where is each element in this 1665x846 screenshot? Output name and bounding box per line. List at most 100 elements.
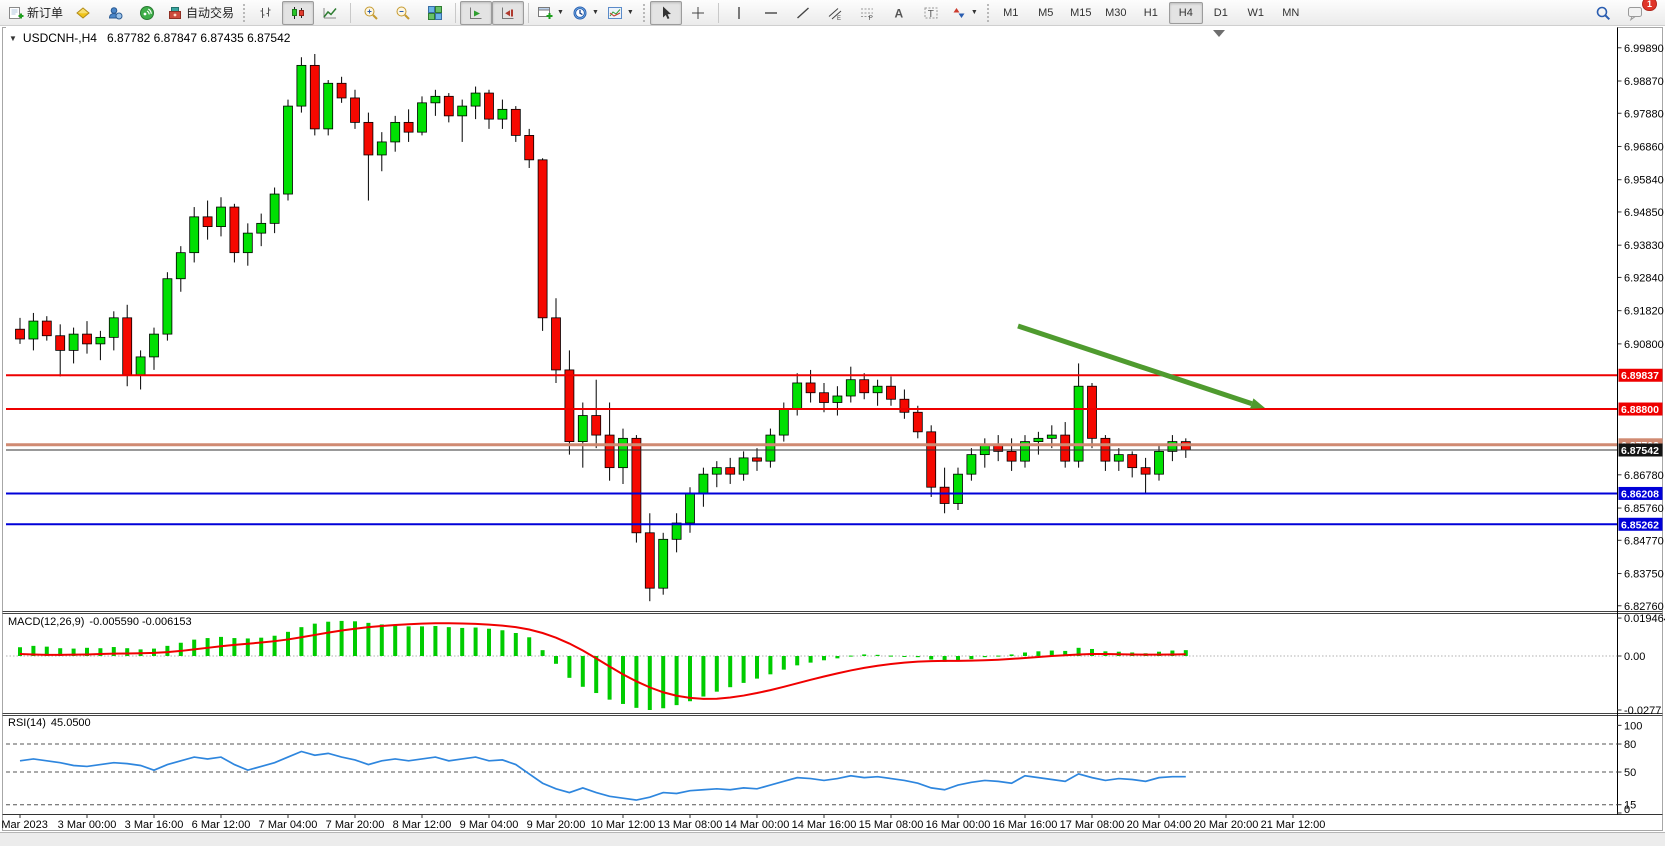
equidistant-channel-tool-button[interactable]: E <box>819 1 851 25</box>
bar-chart-button[interactable] <box>250 1 282 25</box>
candle-body <box>95 336 106 345</box>
chart-plot-area[interactable] <box>6 27 1617 611</box>
trendline-icon <box>796 6 809 19</box>
timeframe-H4[interactable]: H4 <box>1168 1 1203 24</box>
cursor-tool-button[interactable] <box>649 0 682 25</box>
arrows-tool-button[interactable]: ▼ <box>947 1 982 25</box>
timeframe-M1[interactable]: M1 <box>1003 6 1019 19</box>
candle-body <box>926 431 937 488</box>
candle-body <box>510 108 521 136</box>
new-order-button[interactable]: 新订单 <box>4 1 67 25</box>
status-bar <box>0 832 1665 846</box>
macd-bar <box>996 655 1001 657</box>
fibonacci-tool-button[interactable]: F <box>851 1 883 25</box>
candle-body <box>912 411 923 433</box>
timeframe-D1[interactable]: D1 <box>1213 6 1228 19</box>
candle-body <box>336 82 347 99</box>
line-chart-button[interactable] <box>314 1 346 25</box>
autotrading-button[interactable]: 自动交易 <box>163 1 238 25</box>
community-button[interactable] <box>99 1 131 25</box>
macd-bar <box>1023 652 1027 656</box>
candle-body <box>15 328 25 340</box>
toolbar-separator <box>528 2 530 23</box>
horizontal-line-tool-button[interactable] <box>755 1 787 25</box>
price-badge-6.88800: 6.88800 <box>1618 402 1663 416</box>
text-label-tool-button[interactable]: T <box>915 1 947 25</box>
candle-body <box>309 64 320 130</box>
time-tick-label: 16 Mar 00:00 <box>926 819 991 831</box>
price-tick-label: 6.83750 <box>1624 569 1664 581</box>
zoom-out-button[interactable] <box>387 1 419 25</box>
zoom-in-button[interactable] <box>355 1 387 25</box>
price-tick-label: 6.96860 <box>1624 141 1664 153</box>
macd-axis[interactable]: 0.019464 0.00 -0.0277 <box>1617 613 1665 717</box>
broadcast-button[interactable] <box>131 1 163 25</box>
market-button[interactable] <box>67 1 99 25</box>
macd-bar <box>902 656 907 657</box>
macd-bar <box>272 635 277 656</box>
text-tool-button[interactable]: A <box>883 1 915 25</box>
timeframe-H1[interactable]: H1 <box>1143 6 1158 19</box>
candle-body <box>470 92 481 107</box>
candle-body <box>1167 441 1178 452</box>
rsi-tick-label: 80 <box>1624 739 1636 751</box>
svg-text:E: E <box>837 16 841 21</box>
crosshair-tool-button[interactable] <box>682 1 714 25</box>
candlestick-chart-button[interactable] <box>282 0 315 25</box>
candle-body <box>28 320 39 340</box>
timeframe-M30[interactable]: M30 <box>1105 6 1127 19</box>
macd-bar <box>245 638 250 656</box>
candle-body <box>832 395 843 403</box>
timeframe-M15[interactable]: M15 <box>1070 6 1092 19</box>
chat-button[interactable]: 1 <box>1619 0 1657 25</box>
macd-bar <box>567 656 572 678</box>
candle-body <box>752 457 762 462</box>
new-chart-button[interactable]: ▼ <box>533 1 568 25</box>
autotrading-label: 自动交易 <box>186 6 235 20</box>
macd-bar <box>540 650 545 656</box>
candle-body <box>685 493 695 524</box>
chart-menu-icon[interactable]: ▼ <box>9 34 17 43</box>
toolbar-grip[interactable] <box>985 2 990 23</box>
chart-shift-button[interactable] <box>492 0 525 25</box>
price-axis[interactable]: 6.99890 6.98870 6.97880 6.96860 6.95840 6.948… <box>1617 43 1664 613</box>
macd-bar <box>915 656 920 658</box>
notification-badge: 1 <box>1641 0 1657 11</box>
clock-periods-icon <box>573 6 587 19</box>
candle-body <box>1033 437 1044 442</box>
macd-bar <box>165 645 170 656</box>
toolbar-grip[interactable] <box>242 2 247 23</box>
chart-shift-marker[interactable] <box>1213 30 1225 37</box>
macd-bar <box>393 625 398 656</box>
timeframe-M5[interactable]: M5 <box>1038 6 1054 19</box>
periods-button[interactable]: ▼ <box>568 1 603 25</box>
search-button[interactable] <box>1587 1 1619 25</box>
macd-bar <box>98 648 103 656</box>
candle-body <box>551 317 561 371</box>
vertical-line-tool-button[interactable] <box>723 1 755 25</box>
macd-bar <box>795 656 800 666</box>
time-tick-label: 14 Mar 00:00 <box>725 819 790 831</box>
macd-tick-label: -0.0277 <box>1624 705 1661 717</box>
trend-arrow-annotation[interactable] <box>1017 323 1265 409</box>
rsi-axis[interactable]: 100 80 50 150 <box>1617 720 1642 816</box>
timeframe-W1[interactable]: W1 <box>1247 6 1265 19</box>
candle-body <box>135 356 146 376</box>
toolbar-grip[interactable] <box>641 2 646 23</box>
candle-body <box>1046 434 1057 439</box>
broadcast-icon <box>140 5 155 20</box>
timeframe-MN[interactable]: MN <box>1282 6 1300 19</box>
macd-bar <box>420 626 424 656</box>
auto-scroll-button[interactable] <box>460 0 493 25</box>
templates-button[interactable]: ▼ <box>603 1 638 25</box>
fibonacci-icon: F <box>860 8 873 21</box>
tile-windows-button[interactable] <box>419 1 451 25</box>
candle-body <box>859 379 870 394</box>
macd-bar <box>18 647 22 656</box>
trendline-tool-button[interactable] <box>787 1 819 25</box>
main-toolbar: 新订单 自动交易 ▼ ▼ <box>0 0 1665 26</box>
candle-body <box>323 82 334 130</box>
price-tick-label: 6.84770 <box>1624 535 1664 547</box>
time-axis[interactable]: 2 Mar 2023 3 Mar 00:00 3 Mar 16:00 6 Mar 12… <box>0 814 1325 832</box>
